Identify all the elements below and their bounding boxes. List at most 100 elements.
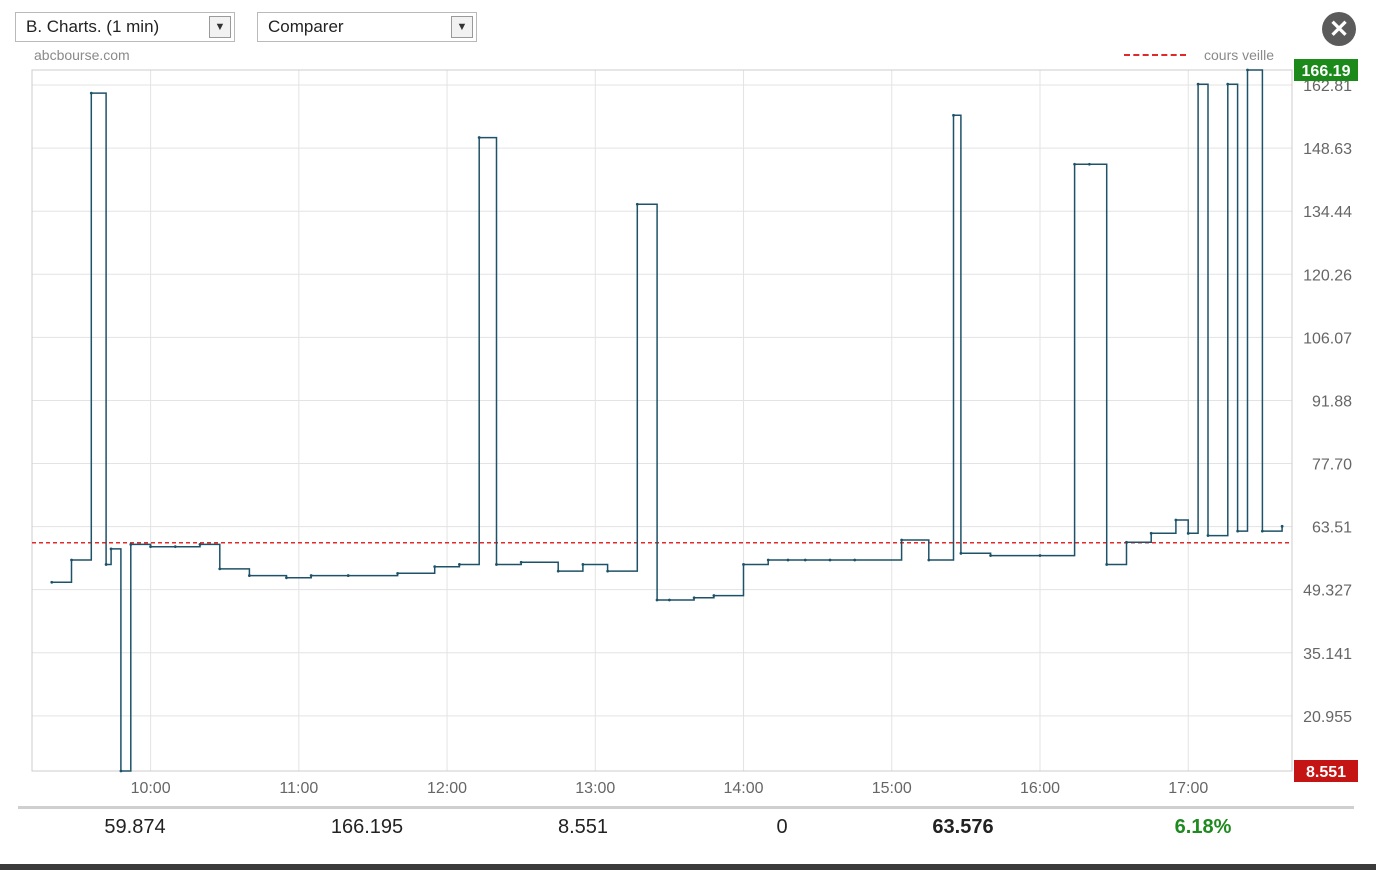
y-tick-label: 162.81 xyxy=(1303,78,1352,95)
y-tick-label: 91.88 xyxy=(1312,393,1352,410)
stat-last: 63.576 xyxy=(932,816,994,838)
price-chart[interactable]: 10:00 11:00 12:00 13:00 14:00 15:00 16:00 17:00… xyxy=(0,0,1376,810)
source-label: abcbourse.com xyxy=(34,47,130,63)
data-point xyxy=(248,574,251,577)
data-point xyxy=(1246,68,1249,72)
grid xyxy=(32,70,1292,771)
stat-reference-close: 59.874 xyxy=(104,816,166,838)
x-tick-label: 14:00 xyxy=(724,780,764,797)
series-group xyxy=(50,68,1284,773)
data-point xyxy=(959,551,963,555)
data-point xyxy=(803,558,807,562)
data-point xyxy=(853,558,857,562)
low-value-text: 8.551 xyxy=(1306,764,1346,781)
high-value-text: 166.19 xyxy=(1302,63,1351,80)
data-point xyxy=(1038,554,1042,557)
data-point xyxy=(458,563,461,566)
chart-type-label: B. Charts. (1 min) xyxy=(26,17,160,36)
data-point xyxy=(346,574,350,577)
data-point xyxy=(173,545,177,549)
data-point xyxy=(285,576,288,580)
data-point xyxy=(433,565,437,569)
y-tick-label: 49.327 xyxy=(1303,583,1352,600)
data-point xyxy=(766,558,770,562)
data-point xyxy=(1186,531,1190,535)
data-point xyxy=(1206,534,1210,537)
bottom-bar xyxy=(0,864,1376,870)
high-value-badge-bg xyxy=(1294,59,1358,82)
data-point xyxy=(1073,162,1076,166)
y-tick-label: 134.44 xyxy=(1303,204,1352,221)
data-point xyxy=(581,563,585,566)
data-point xyxy=(149,545,152,549)
plot-frame xyxy=(31,69,1293,772)
data-point xyxy=(218,567,222,571)
data-point xyxy=(635,202,639,206)
x-tick-label: 11:00 xyxy=(279,780,318,797)
data-point xyxy=(198,543,202,546)
legend: cours veille xyxy=(1124,47,1274,63)
low-value-badge-bg xyxy=(1294,760,1358,782)
data-point xyxy=(1226,82,1230,86)
data-point xyxy=(927,558,931,562)
stat-change: 6.18% xyxy=(1174,816,1232,838)
data-point xyxy=(1280,524,1284,528)
data-point xyxy=(668,598,671,602)
x-tick-label: 12:00 xyxy=(427,780,467,797)
series-line xyxy=(51,69,1283,772)
data-point xyxy=(1260,529,1264,533)
stat-volume: 0 xyxy=(776,816,788,838)
stat-low: 8.551 xyxy=(557,816,609,838)
y-tick-label: 120.26 xyxy=(1303,267,1352,284)
y-tick-label: 77.70 xyxy=(1312,457,1352,474)
data-point xyxy=(104,563,108,566)
data-point xyxy=(70,558,73,562)
data-point xyxy=(1236,529,1240,533)
chart-type-dropdown[interactable]: B. Charts. (1 min) ▼ xyxy=(15,12,235,42)
compare-dropdown[interactable]: Comparer ▼ xyxy=(257,12,477,42)
chevron-down-icon[interactable]: ▼ xyxy=(209,16,231,38)
stat-high: 166.195 xyxy=(330,816,404,838)
data-point xyxy=(1149,531,1153,535)
data-point xyxy=(1105,563,1109,566)
data-point xyxy=(989,554,992,557)
close-button[interactable]: ✕ xyxy=(1322,12,1356,46)
data-point xyxy=(1125,540,1128,544)
data-point xyxy=(50,580,54,584)
data-point xyxy=(1196,82,1200,86)
y-tick-label: 148.63 xyxy=(1303,141,1352,158)
data-point xyxy=(828,558,832,562)
x-tick-label: 16:00 xyxy=(1020,780,1060,797)
data-point xyxy=(89,91,93,95)
legend-label: cours veille xyxy=(1204,47,1275,63)
data-point xyxy=(1174,518,1178,522)
data-point xyxy=(900,538,904,542)
y-tick-label: 106.07 xyxy=(1303,330,1352,347)
close-icon: ✕ xyxy=(1328,15,1350,43)
data-point xyxy=(606,569,610,573)
y-tick-label: 20.955 xyxy=(1303,709,1352,726)
data-point xyxy=(519,560,523,564)
data-point xyxy=(556,569,560,573)
y-tick-label: 63.51 xyxy=(1312,520,1352,537)
data-point xyxy=(396,571,400,575)
x-tick-label: 15:00 xyxy=(872,780,912,797)
y-tick-label: 35.141 xyxy=(1303,646,1352,663)
data-point xyxy=(129,543,133,546)
data-point xyxy=(786,558,790,562)
data-point xyxy=(109,547,113,551)
data-point xyxy=(1088,162,1091,166)
data-point xyxy=(742,563,745,566)
high-value-badge: 166.19 xyxy=(1294,59,1358,82)
data-point xyxy=(477,136,481,139)
compare-label: Comparer xyxy=(268,17,344,36)
x-tick-label: 10:00 xyxy=(131,780,171,797)
legend-swatch-reference xyxy=(1124,54,1186,56)
x-tick-label: 17:00 xyxy=(1168,780,1208,797)
data-point xyxy=(495,563,498,566)
low-value-badge: 8.551 xyxy=(1294,760,1358,782)
chevron-down-icon[interactable]: ▼ xyxy=(451,16,473,38)
divider xyxy=(18,806,1354,809)
data-point xyxy=(309,574,313,577)
x-axis: 10:00 11:00 12:00 13:00 14:00 15:00 16:00 17:00 xyxy=(131,780,1209,797)
